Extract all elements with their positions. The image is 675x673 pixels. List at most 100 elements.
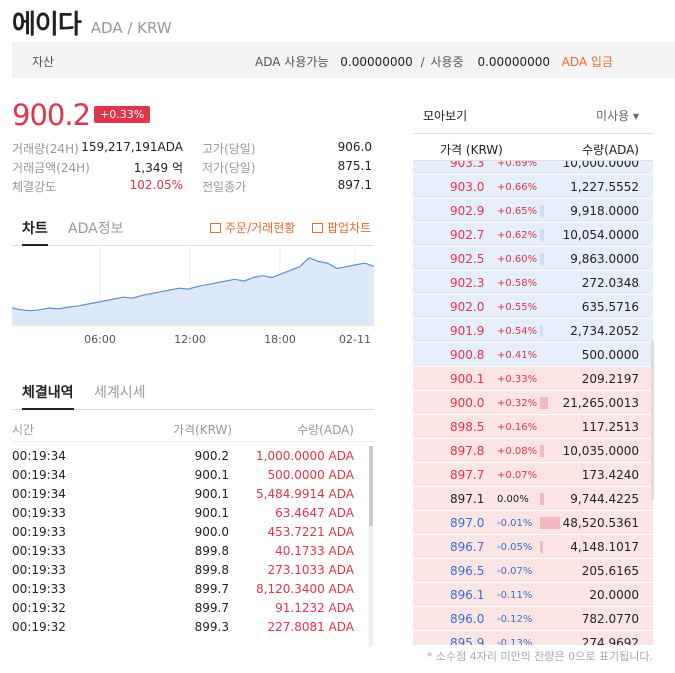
ob-price: 902.5: [450, 252, 485, 266]
ask-row[interactable]: 900.8 +0.41% 500.0000: [413, 343, 653, 367]
order-status-label: 주문/거래현황: [225, 221, 296, 235]
ob-change: +0.58%: [497, 278, 538, 289]
ob-change: +0.07%: [497, 470, 538, 481]
trade-qty: 1,000.0000 ADA: [256, 449, 354, 463]
ob-qty: 635.5716: [581, 300, 639, 314]
ob-change: +0.41%: [497, 350, 538, 361]
trade-row: 00:19:34 900.2 1,000.0000 ADA: [12, 446, 374, 465]
tab-ada-info[interactable]: ADA정보: [68, 221, 124, 237]
trade-qty: 8,120.3400 ADA: [256, 582, 354, 596]
ob-volume-bar: [540, 541, 543, 553]
amount-label: 거래금액(24H): [12, 161, 90, 175]
ob-col-price: 가격 (KRW): [440, 143, 503, 157]
trade-row: 00:19:32 899.7 91.1232 ADA: [12, 598, 374, 617]
order-status-link[interactable]: 주문/거래현황: [210, 219, 295, 236]
ask-row[interactable]: 902.3 +0.58% 272.0348: [413, 271, 653, 295]
ob-price: 902.3: [450, 276, 485, 290]
trades-col-price: 가격(KRW): [172, 423, 232, 437]
trades-col-time: 시간: [12, 423, 35, 437]
ob-qty: 48,520.5361: [562, 516, 639, 530]
bid-row[interactable]: 896.7 -0.05% 4,148.1017: [413, 535, 653, 559]
current-price: 900.2: [12, 98, 91, 132]
ob-price: 903.0: [450, 180, 485, 194]
ask-row[interactable]: 901.9 +0.54% 2,734.2052: [413, 319, 653, 343]
trade-time: 00:19:33: [12, 506, 66, 520]
ob-qty: 274.9692: [581, 636, 639, 645]
bid-row[interactable]: 897.0 -0.01% 48,520.5361: [413, 511, 653, 535]
strength-value: 102.05%: [129, 178, 183, 192]
trade-qty: 91.1232 ADA: [275, 601, 354, 615]
ask-row[interactable]: 903.0 +0.66% 1,227.5552: [413, 175, 653, 199]
deposit-link[interactable]: ADA 입금: [561, 55, 613, 69]
unused-dropdown[interactable]: 미사용 ▾: [596, 109, 639, 123]
bid-row[interactable]: 900.0 +0.32% 21,265.0013: [413, 391, 653, 415]
trade-time: 00:19:33: [12, 544, 66, 558]
coin-pair: ADA / KRW: [90, 19, 172, 37]
trade-time: 00:19:34: [12, 449, 66, 463]
chart-icon: [312, 222, 323, 233]
trade-time: 00:19:33: [12, 582, 66, 596]
bid-row[interactable]: 897.7 +0.07% 173.4240: [413, 463, 653, 487]
ask-row[interactable]: 902.0 +0.55% 635.5716: [413, 295, 653, 319]
bid-row[interactable]: 897.1 0.00% 9,744.4225: [413, 487, 653, 511]
high-value: 906.0: [337, 140, 372, 154]
ob-qty: 1,227.5552: [570, 180, 639, 194]
ob-qty: 21,265.0013: [562, 396, 639, 410]
trade-price: 899.7: [194, 582, 229, 596]
ask-row[interactable]: 902.7 +0.62% 10,054.0000: [413, 223, 653, 247]
trade-qty: 5,484.9914 ADA: [256, 487, 354, 501]
ob-change: +0.16%: [497, 422, 538, 433]
orderbook-header: 모아보기 미사용 ▾: [413, 100, 653, 130]
price-chart[interactable]: 06:00 12:00 18:00 02-11: [12, 247, 374, 357]
trade-qty: 227.8081 ADA: [267, 620, 354, 634]
tab-chart[interactable]: 차트: [22, 218, 48, 246]
tab-world-price[interactable]: 세계시세: [94, 385, 146, 401]
tab-trades[interactable]: 체결내역: [22, 382, 74, 410]
trade-time: 00:19:33: [12, 563, 66, 577]
trade-time: 00:19:32: [12, 620, 66, 634]
orderbook-scrollbar[interactable]: [651, 340, 654, 500]
bid-row[interactable]: 896.0 -0.12% 782.0770: [413, 607, 653, 631]
bid-row[interactable]: 896.1 -0.11% 20.0000: [413, 583, 653, 607]
trade-price: 900.1: [194, 487, 229, 501]
available-label: ADA 사용가능: [255, 55, 329, 69]
trades-scrollbar[interactable]: [369, 446, 373, 646]
footnote: * 소수점 4자리 미만의 잔량은 0으로 표기됩니다.: [426, 650, 653, 663]
trade-tabs: 체결내역 세계시세: [12, 380, 374, 410]
bid-row[interactable]: 897.8 +0.08% 10,035.0000: [413, 439, 653, 463]
bid-row[interactable]: 895.9 -0.13% 274.9692: [413, 631, 653, 645]
ob-qty: 272.0348: [581, 276, 639, 290]
trade-row: 00:19:32 899.3 227.8081 ADA: [12, 617, 374, 636]
ob-volume-bar: [540, 205, 544, 217]
orderbook-list[interactable]: 903.3 +0.69% 10,000.0000 903.0 +0.66% 1,227.5…: [413, 161, 653, 645]
bid-row[interactable]: 900.1 +0.33% 209.2197: [413, 367, 653, 391]
ob-change: +0.32%: [497, 398, 538, 409]
chart-tabs: 차트 ADA정보 주문/거래현황 팝업차트: [12, 216, 374, 246]
ob-qty: 10,035.0000: [562, 444, 639, 458]
ob-change: +0.08%: [497, 446, 538, 457]
ask-row[interactable]: 902.9 +0.65% 9,918.0000: [413, 199, 653, 223]
ob-qty: 10,000.0000: [562, 161, 639, 170]
trades-list[interactable]: 00:19:34 900.2 1,000.0000 ADA 00:19:34 900.1…: [12, 446, 374, 646]
ob-price: 895.9: [450, 636, 485, 645]
in-use-value: 0.00000000: [477, 55, 550, 69]
trade-qty: 40.1733 ADA: [275, 544, 354, 558]
volume-label: 거래량(24H): [12, 142, 79, 156]
ob-price: 902.0: [450, 300, 485, 314]
trade-price: 899.7: [194, 601, 229, 615]
popup-chart-link[interactable]: 팝업차트: [312, 219, 371, 236]
ob-price: 896.5: [450, 564, 485, 578]
ob-change: -0.11%: [497, 590, 533, 601]
ob-price: 897.0: [450, 516, 485, 530]
ob-price: 902.7: [450, 228, 485, 242]
ob-change: +0.69%: [497, 161, 538, 169]
ob-volume-bar: [540, 397, 548, 409]
ob-price: 901.9: [450, 324, 485, 338]
ask-row[interactable]: 903.3 +0.69% 10,000.0000: [413, 161, 653, 175]
bid-row[interactable]: 896.5 -0.07% 205.6165: [413, 559, 653, 583]
ask-row[interactable]: 902.5 +0.60% 9,863.0000: [413, 247, 653, 271]
ob-price: 902.9: [450, 204, 485, 218]
ob-qty: 10,054.0000: [562, 228, 639, 242]
bid-row[interactable]: 898.5 +0.16% 117.2513: [413, 415, 653, 439]
ob-qty: 20.0000: [589, 588, 639, 602]
